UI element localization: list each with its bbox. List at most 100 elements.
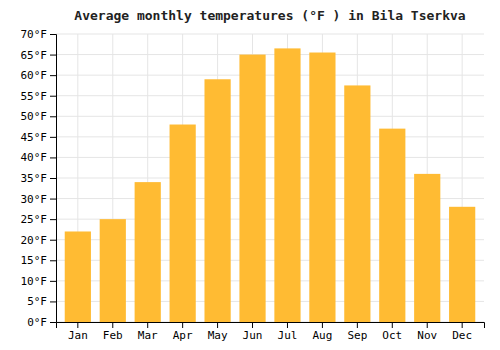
- bar: [274, 48, 300, 322]
- tick-mark: [392, 322, 393, 328]
- tick-label: 60°F: [21, 69, 48, 82]
- tick-mark: [322, 322, 323, 328]
- tick: 50°F: [21, 110, 57, 123]
- tick-mark: [50, 75, 56, 76]
- tick-label: 55°F: [21, 90, 48, 103]
- grid-line: [56, 95, 484, 96]
- tick: 25°F: [21, 213, 57, 226]
- tick-label: Mar: [138, 329, 158, 342]
- bar: [449, 207, 475, 322]
- tick: Jan: [68, 322, 88, 342]
- tick-mark: [77, 322, 78, 328]
- tick-label: Aug: [312, 329, 332, 342]
- bar: [309, 53, 335, 322]
- tick: Nov: [417, 322, 437, 342]
- tick-label: 40°F: [21, 151, 48, 164]
- tick-mark: [50, 34, 56, 35]
- tick-mark: [217, 322, 218, 328]
- tick-label: 65°F: [21, 49, 48, 62]
- tick-label: May: [208, 329, 228, 342]
- tick-label: 45°F: [21, 131, 48, 144]
- grid-line: [56, 34, 484, 35]
- tick: Dec: [452, 322, 472, 342]
- tick-mark: [50, 116, 56, 117]
- x-axis: Jan Feb Mar Apr May Jun Jul Aug Sep Oct Nov Dec: [57, 322, 485, 342]
- tick: 70°F: [21, 28, 57, 41]
- tick: 40°F: [21, 151, 57, 164]
- tick-mark: [462, 322, 463, 328]
- bar: [239, 55, 265, 322]
- bar: [135, 182, 161, 322]
- tick-mark: [50, 55, 56, 56]
- grid-line: [56, 75, 484, 76]
- tick: Jul: [278, 322, 298, 342]
- tick-label: 25°F: [21, 213, 48, 226]
- tick-mark: [182, 322, 183, 328]
- axis-line: [57, 323, 485, 329]
- tick: Mar: [138, 322, 158, 342]
- tick-mark: [50, 157, 56, 158]
- tick-mark: [50, 219, 56, 220]
- tick: Aug: [312, 322, 332, 342]
- tick-mark: [357, 322, 358, 328]
- tick-label: Jan: [68, 329, 88, 342]
- tick-mark: [50, 281, 56, 282]
- tick-label: Nov: [417, 329, 437, 342]
- tick-label: Dec: [452, 329, 472, 342]
- tick-label: 10°F: [21, 275, 48, 288]
- tick-label: Feb: [103, 329, 123, 342]
- tick: 60°F: [21, 69, 57, 82]
- tick-mark: [50, 137, 56, 138]
- tick: 0°F: [27, 316, 56, 329]
- tick-label: Jul: [278, 329, 298, 342]
- bar: [100, 219, 126, 322]
- tick-label: 20°F: [21, 234, 48, 247]
- plot-area: Jan Feb Mar Apr May Jun Jul Aug Sep Oct Nov Dec 0°F 5…: [21, 28, 485, 342]
- bar: [344, 85, 370, 322]
- grid-line: [56, 116, 484, 117]
- tick-label: Oct: [382, 329, 402, 342]
- tick-mark: [112, 322, 113, 328]
- tick-label: 50°F: [21, 110, 48, 123]
- tick-mark: [50, 322, 56, 323]
- tick: Apr: [173, 322, 193, 342]
- tick: 65°F: [21, 49, 57, 62]
- bar: [414, 174, 440, 322]
- tick: 20°F: [21, 234, 57, 247]
- tick: 55°F: [21, 90, 57, 103]
- grid: [56, 34, 484, 322]
- tick: 10°F: [21, 275, 57, 288]
- title: Average monthly temperatures (°F ) in Bi…: [74, 8, 466, 23]
- tick: 5°F: [27, 295, 56, 308]
- tick-mark: [50, 96, 56, 97]
- tick: May: [208, 322, 228, 342]
- tick-label: 30°F: [21, 193, 48, 206]
- grid-line: [56, 136, 484, 137]
- tick-label: Sep: [347, 329, 367, 342]
- grid-line: [56, 157, 484, 158]
- tick: 35°F: [21, 172, 57, 185]
- tick: 30°F: [21, 193, 57, 206]
- tick: 45°F: [21, 131, 57, 144]
- tick-mark: [427, 322, 428, 328]
- bar: [65, 231, 91, 322]
- bar: [204, 79, 230, 322]
- tick-mark: [50, 240, 56, 241]
- tick-label: 70°F: [21, 28, 48, 41]
- tick: Sep: [347, 322, 367, 342]
- grid-line: [56, 54, 484, 55]
- tick-label: 5°F: [27, 295, 47, 308]
- bar: [379, 129, 405, 322]
- tick-mark: [147, 322, 148, 328]
- y-axis: 0°F 5°F 10°F 15°F 20°F 25°F 30°F 35°F 40°F 45°F 50…: [21, 28, 57, 329]
- tick: Jun: [243, 322, 263, 342]
- axis-line: [50, 35, 57, 323]
- tick-label: 15°F: [21, 254, 48, 267]
- tick: Oct: [382, 322, 402, 342]
- tick: 15°F: [21, 254, 57, 267]
- tick: Feb: [103, 322, 123, 342]
- tick-mark: [50, 301, 56, 302]
- tick-mark: [50, 178, 56, 179]
- bars: [65, 48, 476, 322]
- tick-label: Jun: [243, 329, 263, 342]
